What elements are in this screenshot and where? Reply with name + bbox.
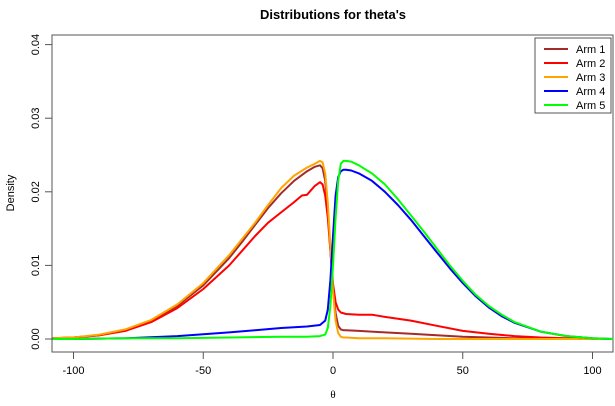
x-tick-label: -50 — [195, 365, 211, 377]
y-tick-label: 0.02 — [30, 181, 42, 202]
legend-label: Arm 2 — [576, 58, 605, 70]
series-line-arm-5 — [52, 159, 614, 340]
x-tick-label: 0 — [330, 365, 336, 377]
y-axis-label: Density — [5, 174, 17, 211]
x-axis: -100 -50 0 50 100 — [62, 351, 602, 377]
y-tick-label: 0.00 — [30, 328, 42, 349]
legend: Arm 1 Arm 2 Arm 3 Arm 4 Arm 5 — [534, 37, 612, 114]
legend-label: Arm 5 — [576, 100, 605, 112]
x-tick-label: -100 — [62, 365, 84, 377]
x-axis-label: θ — [330, 389, 335, 401]
series-line-arm-2 — [52, 181, 614, 340]
chart-title: Distributions for theta's — [260, 7, 406, 22]
y-tick-label: 0.03 — [30, 107, 42, 128]
y-axis: 0.00 0.01 0.02 0.03 0.04 — [30, 34, 53, 350]
x-tick-label: 50 — [457, 365, 469, 377]
series-lines — [52, 159, 614, 340]
legend-label: Arm 4 — [576, 86, 605, 98]
y-tick-label: 0.01 — [30, 255, 42, 276]
series-line-arm-4 — [52, 168, 614, 340]
legend-label: Arm 3 — [576, 72, 605, 84]
legend-label: Arm 1 — [576, 44, 605, 56]
y-tick-label: 0.04 — [30, 34, 42, 55]
x-tick-label: 100 — [583, 365, 601, 377]
series-line-arm-3 — [52, 159, 614, 340]
plot-frame — [51, 34, 614, 353]
legend-box — [534, 37, 612, 114]
